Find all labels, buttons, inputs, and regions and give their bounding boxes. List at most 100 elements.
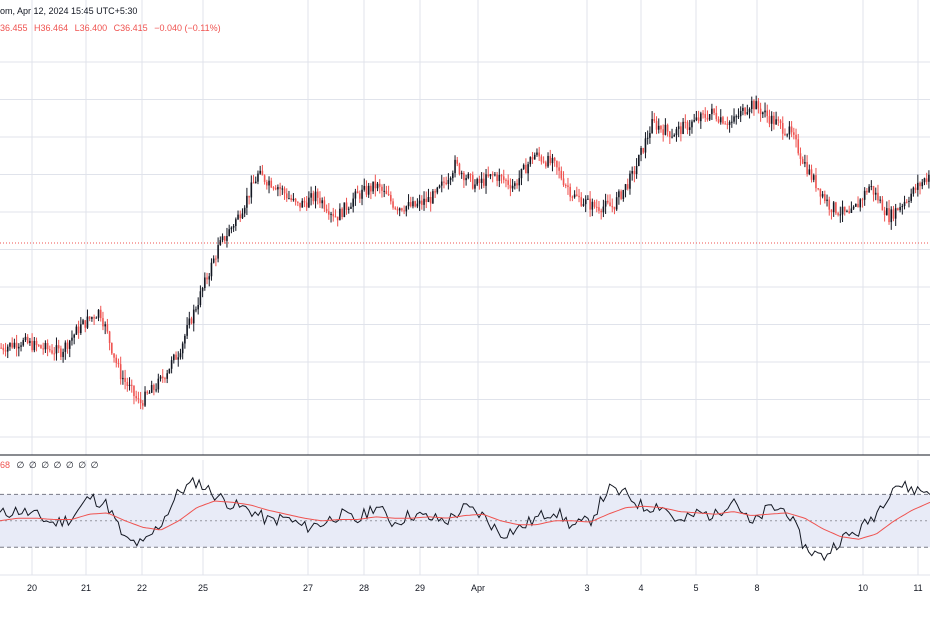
candle-body bbox=[538, 152, 540, 157]
candle-body bbox=[912, 187, 915, 194]
candle-body bbox=[186, 325, 188, 336]
candle-body bbox=[113, 353, 115, 358]
candle-body bbox=[57, 345, 60, 349]
candle-body bbox=[217, 245, 219, 259]
candle-body bbox=[469, 173, 472, 176]
time-axis-label: 10 bbox=[857, 583, 869, 593]
indicator-legend[interactable]: 68 ∅ ∅ ∅ ∅ ∅ ∅ ∅ bbox=[0, 460, 99, 471]
candle-body bbox=[228, 229, 230, 237]
candle-body bbox=[808, 169, 811, 175]
candle-body bbox=[671, 136, 673, 138]
candle-body bbox=[496, 174, 498, 181]
time-axis-label: 8 bbox=[754, 583, 760, 593]
candle-body bbox=[540, 156, 543, 162]
candle-body bbox=[494, 174, 496, 176]
time-axis-label: 11 bbox=[913, 583, 923, 593]
candle-body bbox=[434, 191, 436, 193]
candle-body bbox=[582, 204, 585, 206]
candle-body bbox=[106, 324, 109, 332]
candle-body bbox=[899, 207, 901, 211]
candle-body bbox=[367, 185, 370, 195]
candle-body bbox=[20, 345, 22, 347]
candle-body bbox=[463, 172, 465, 181]
candle-body bbox=[706, 117, 709, 120]
candle-body bbox=[476, 179, 478, 185]
candle-body bbox=[223, 236, 226, 241]
candle-body bbox=[104, 324, 106, 327]
candle-body bbox=[879, 199, 881, 201]
candle-body bbox=[294, 198, 297, 202]
candle-body bbox=[77, 326, 80, 334]
candle-body bbox=[861, 199, 864, 201]
candle-body bbox=[843, 206, 846, 212]
candle-body bbox=[97, 309, 100, 318]
candle-body bbox=[133, 385, 135, 397]
candle-body bbox=[18, 346, 20, 349]
candle-body bbox=[518, 178, 521, 186]
candle-body bbox=[148, 392, 151, 394]
candle-body bbox=[429, 197, 432, 204]
candle-body bbox=[390, 195, 392, 202]
time-axis-label: Apr bbox=[470, 583, 486, 593]
indicator-label: 68 bbox=[0, 460, 11, 470]
candle-body bbox=[31, 340, 33, 351]
candle-body bbox=[168, 368, 171, 374]
time-axis-label: 25 bbox=[197, 583, 209, 593]
candle-body bbox=[252, 182, 255, 184]
candle-body bbox=[786, 134, 788, 136]
candle-body bbox=[604, 200, 607, 207]
candle-body bbox=[201, 288, 204, 292]
candle-body bbox=[343, 202, 346, 218]
candle-body bbox=[919, 182, 921, 187]
candle-body bbox=[22, 340, 25, 346]
candle-body bbox=[352, 198, 354, 207]
candle-body bbox=[697, 117, 700, 122]
candle-body bbox=[726, 123, 729, 125]
candle-body bbox=[664, 124, 667, 135]
candle-body bbox=[784, 133, 786, 136]
ohlc-readout: 36.455 H36.464 L36.400 C36.415 −0.040 (−… bbox=[0, 23, 225, 33]
candle-body bbox=[363, 185, 366, 190]
candle-body bbox=[55, 345, 58, 354]
candle-body bbox=[292, 198, 295, 201]
candle-body bbox=[443, 181, 445, 183]
candle-body bbox=[483, 178, 485, 186]
candle-body bbox=[62, 351, 64, 358]
candle-body bbox=[339, 208, 341, 221]
candle-body bbox=[117, 362, 120, 365]
candle-body bbox=[872, 186, 875, 195]
candle-body bbox=[166, 373, 168, 379]
candle-body bbox=[529, 157, 532, 165]
candle-body bbox=[323, 200, 326, 209]
candle-body bbox=[487, 174, 490, 177]
candle-body bbox=[308, 197, 310, 208]
candle-body bbox=[511, 185, 514, 189]
candle-body bbox=[142, 403, 144, 406]
candle-body bbox=[666, 124, 669, 132]
candle-body bbox=[15, 342, 18, 349]
candle-body bbox=[892, 209, 895, 219]
candle-body bbox=[531, 157, 534, 160]
candle-body bbox=[93, 317, 95, 319]
candle-body bbox=[232, 226, 235, 228]
candle-body bbox=[651, 119, 653, 134]
candle-body bbox=[64, 342, 67, 352]
candle-body bbox=[266, 181, 268, 186]
candle-body bbox=[460, 172, 463, 174]
candle-body bbox=[312, 193, 315, 202]
candle-body bbox=[398, 208, 401, 211]
candle-body bbox=[436, 187, 439, 193]
candle-body bbox=[600, 210, 602, 213]
candle-body bbox=[901, 205, 904, 208]
candle-body bbox=[84, 320, 87, 328]
candle-body bbox=[764, 110, 766, 113]
candle-body bbox=[71, 337, 73, 341]
candle-body bbox=[894, 208, 897, 219]
candle-body bbox=[385, 190, 388, 194]
candle-body bbox=[542, 161, 545, 163]
candle-body bbox=[303, 200, 306, 203]
candle-body bbox=[759, 108, 762, 115]
candle-body bbox=[564, 185, 567, 187]
